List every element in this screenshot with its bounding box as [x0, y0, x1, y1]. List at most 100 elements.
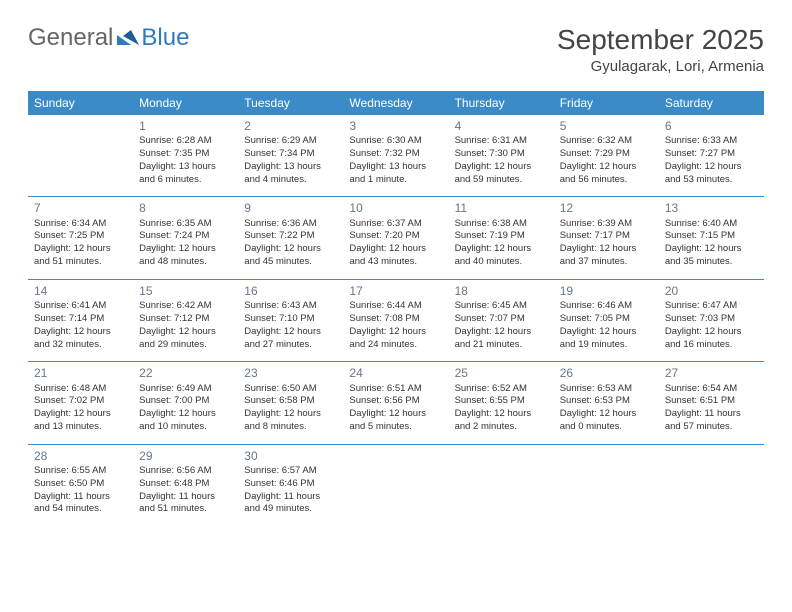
calendar-row: 21Sunrise: 6:48 AMSunset: 7:02 PMDayligh… — [28, 362, 764, 444]
logo: General Blue — [28, 24, 189, 52]
weekday-header: Tuesday — [238, 91, 343, 115]
day-number: 24 — [349, 365, 442, 381]
calendar-cell: 5Sunrise: 6:32 AMSunset: 7:29 PMDaylight… — [554, 115, 659, 197]
calendar-cell: 15Sunrise: 6:42 AMSunset: 7:12 PMDayligh… — [133, 279, 238, 361]
sunrise-text: Sunrise: 6:32 AM — [560, 135, 653, 148]
calendar-cell — [28, 115, 133, 197]
calendar-cell: 20Sunrise: 6:47 AMSunset: 7:03 PMDayligh… — [659, 279, 764, 361]
daylight-text: Daylight: 12 hours and 0 minutes. — [560, 408, 653, 434]
calendar-cell: 16Sunrise: 6:43 AMSunset: 7:10 PMDayligh… — [238, 279, 343, 361]
sunset-text: Sunset: 6:58 PM — [244, 395, 337, 408]
sunset-text: Sunset: 7:35 PM — [139, 148, 232, 161]
calendar-cell: 22 Sunrise: 6:49 AMSunset: 7:00 PMDayligh… — [133, 362, 238, 444]
sunset-text: Sunset: 7:25 PM — [34, 230, 127, 243]
sunset-text: Sunset: 7:15 PM — [665, 230, 758, 243]
sunrise-text: Sunrise: 6:35 AM — [139, 218, 232, 231]
daylight-text: Daylight: 12 hours and 35 minutes. — [665, 243, 758, 269]
sunset-text: Sunset: 7:32 PM — [349, 148, 442, 161]
day-number: 11 — [455, 200, 548, 216]
day-number: 13 — [665, 200, 758, 216]
calendar-cell — [554, 444, 659, 526]
day-number: 7 — [34, 200, 127, 216]
sunrise-text: Sunrise: 6:54 AM — [665, 383, 758, 396]
daylight-text: Daylight: 12 hours and 8 minutes. — [244, 408, 337, 434]
sunset-text: Sunset: 6:50 PM — [34, 478, 127, 491]
daylight-text: Daylight: 12 hours and 56 minutes. — [560, 161, 653, 187]
sunrise-text: Sunrise: 6:52 AM — [455, 383, 548, 396]
sunrise-text: Sunrise: 6:47 AM — [665, 300, 758, 313]
weekday-header: Monday — [133, 91, 238, 115]
sunrise-text: Sunrise: 6:33 AM — [665, 135, 758, 148]
daylight-text: Daylight: 12 hours and 21 minutes. — [455, 326, 548, 352]
sunrise-text: Sunrise: 6:44 AM — [349, 300, 442, 313]
sunrise-text: Sunrise: 6:37 AM — [349, 218, 442, 231]
sunrise-text: Sunrise: 6:46 AM — [560, 300, 653, 313]
sunset-text: Sunset: 7:08 PM — [349, 313, 442, 326]
calendar-cell: 27Sunrise: 6:54 AMSunset: 6:51 PMDayligh… — [659, 362, 764, 444]
sunrise-text: Sunrise: 6:28 AM — [139, 135, 232, 148]
calendar-cell: 7Sunrise: 6:34 AMSunset: 7:25 PMDaylight… — [28, 197, 133, 279]
calendar-cell: 26Sunrise: 6:53 AMSunset: 6:53 PMDayligh… — [554, 362, 659, 444]
sunset-text: Sunset: 7:14 PM — [34, 313, 127, 326]
calendar-cell: 3Sunrise: 6:30 AMSunset: 7:32 PMDaylight… — [343, 115, 448, 197]
calendar-cell: 18Sunrise: 6:45 AMSunset: 7:07 PMDayligh… — [449, 279, 554, 361]
day-number: 3 — [349, 118, 442, 134]
day-number: 21 — [34, 365, 127, 381]
sunset-text: Sunset: 6:51 PM — [665, 395, 758, 408]
header: General Blue September 2025 Gyulagarak, … — [28, 24, 764, 75]
calendar-cell: 21Sunrise: 6:48 AMSunset: 7:02 PMDayligh… — [28, 362, 133, 444]
sunset-text: Sunset: 7:17 PM — [560, 230, 653, 243]
daylight-text: Daylight: 11 hours and 54 minutes. — [34, 491, 127, 517]
sunrise-text: Sunrise: 6:45 AM — [455, 300, 548, 313]
daylight-text: Daylight: 13 hours and 6 minutes. — [139, 161, 232, 187]
day-number: 22 — [139, 365, 232, 381]
sunrise-text: Sunrise: 6:30 AM — [349, 135, 442, 148]
logo-text-general: General — [28, 24, 113, 52]
daylight-text: Daylight: 12 hours and 2 minutes. — [455, 408, 548, 434]
location: Gyulagarak, Lori, Armenia — [557, 58, 764, 75]
calendar-cell: 4Sunrise: 6:31 AMSunset: 7:30 PMDaylight… — [449, 115, 554, 197]
day-number: 29 — [139, 448, 232, 464]
sunset-text: Sunset: 6:56 PM — [349, 395, 442, 408]
daylight-text: Daylight: 12 hours and 45 minutes. — [244, 243, 337, 269]
day-number: 25 — [455, 365, 548, 381]
calendar-cell: 17Sunrise: 6:44 AMSunset: 7:08 PMDayligh… — [343, 279, 448, 361]
daylight-text: Daylight: 12 hours and 59 minutes. — [455, 161, 548, 187]
daylight-text: Daylight: 12 hours and 43 minutes. — [349, 243, 442, 269]
sunset-text: Sunset: 7:00 PM — [139, 395, 232, 408]
weekday-header-row: Sunday Monday Tuesday Wednesday Thursday… — [28, 91, 764, 115]
day-number: 9 — [244, 200, 337, 216]
sunrise-text: Sunrise: 6:50 AM — [244, 383, 337, 396]
calendar-cell: 25Sunrise: 6:52 AMSunset: 6:55 PMDayligh… — [449, 362, 554, 444]
calendar-cell: 24Sunrise: 6:51 AMSunset: 6:56 PMDayligh… — [343, 362, 448, 444]
calendar-cell: 6Sunrise: 6:33 AMSunset: 7:27 PMDaylight… — [659, 115, 764, 197]
calendar-cell: 19Sunrise: 6:46 AMSunset: 7:05 PMDayligh… — [554, 279, 659, 361]
calendar-cell: 12Sunrise: 6:39 AMSunset: 7:17 PMDayligh… — [554, 197, 659, 279]
day-number: 28 — [34, 448, 127, 464]
day-number: 8 — [139, 200, 232, 216]
calendar-cell: 23Sunrise: 6:50 AMSunset: 6:58 PMDayligh… — [238, 362, 343, 444]
title-block: September 2025 Gyulagarak, Lori, Armenia — [557, 24, 764, 75]
day-number: 30 — [244, 448, 337, 464]
calendar-row: 28Sunrise: 6:55 AMSunset: 6:50 PMDayligh… — [28, 444, 764, 526]
sunrise-text: Sunrise: 6:55 AM — [34, 465, 127, 478]
calendar-cell: 29Sunrise: 6:56 AMSunset: 6:48 PMDayligh… — [133, 444, 238, 526]
daylight-text: Daylight: 12 hours and 10 minutes. — [139, 408, 232, 434]
sunrise-text: Sunrise: 6:39 AM — [560, 218, 653, 231]
calendar-body: 1Sunrise: 6:28 AMSunset: 7:35 PMDaylight… — [28, 115, 764, 526]
sunset-text: Sunset: 7:03 PM — [665, 313, 758, 326]
daylight-text: Daylight: 12 hours and 37 minutes. — [560, 243, 653, 269]
weekday-header: Thursday — [449, 91, 554, 115]
sunrise-text: Sunrise: 6:49 AM — [139, 383, 232, 396]
sunset-text: Sunset: 7:07 PM — [455, 313, 548, 326]
day-number: 15 — [139, 283, 232, 299]
calendar-row: 1Sunrise: 6:28 AMSunset: 7:35 PMDaylight… — [28, 115, 764, 197]
daylight-text: Daylight: 12 hours and 24 minutes. — [349, 326, 442, 352]
daylight-text: Daylight: 12 hours and 48 minutes. — [139, 243, 232, 269]
daylight-text: Daylight: 12 hours and 16 minutes. — [665, 326, 758, 352]
calendar-cell — [343, 444, 448, 526]
daylight-text: Daylight: 13 hours and 4 minutes. — [244, 161, 337, 187]
day-number: 1 — [139, 118, 232, 134]
day-number: 2 — [244, 118, 337, 134]
daylight-text: Daylight: 12 hours and 27 minutes. — [244, 326, 337, 352]
